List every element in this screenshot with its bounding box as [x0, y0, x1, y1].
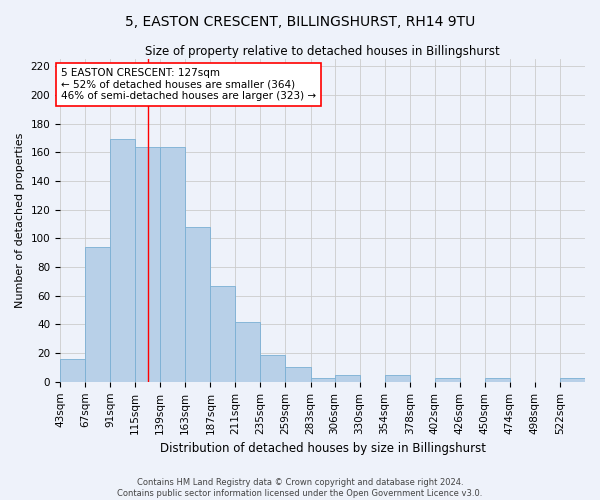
Bar	[211, 286, 235, 382]
Bar	[60, 359, 85, 382]
Bar	[160, 146, 185, 382]
X-axis label: Distribution of detached houses by size in Billingshurst: Distribution of detached houses by size …	[160, 442, 485, 455]
Bar	[311, 378, 335, 382]
Title: Size of property relative to detached houses in Billingshurst: Size of property relative to detached ho…	[145, 45, 500, 58]
Y-axis label: Number of detached properties: Number of detached properties	[15, 133, 25, 308]
Bar	[385, 374, 410, 382]
Bar	[135, 146, 160, 382]
Bar	[260, 354, 286, 382]
Bar	[110, 140, 135, 382]
Bar	[85, 247, 110, 382]
Text: 5 EASTON CRESCENT: 127sqm
← 52% of detached houses are smaller (364)
46% of semi: 5 EASTON CRESCENT: 127sqm ← 52% of detac…	[61, 68, 316, 101]
Bar	[435, 378, 460, 382]
Text: 5, EASTON CRESCENT, BILLINGSHURST, RH14 9TU: 5, EASTON CRESCENT, BILLINGSHURST, RH14 …	[125, 15, 475, 29]
Bar	[335, 374, 359, 382]
Bar	[485, 378, 510, 382]
Bar	[286, 368, 311, 382]
Bar	[185, 227, 211, 382]
Bar	[560, 378, 585, 382]
Bar	[235, 322, 260, 382]
Text: Contains HM Land Registry data © Crown copyright and database right 2024.
Contai: Contains HM Land Registry data © Crown c…	[118, 478, 482, 498]
